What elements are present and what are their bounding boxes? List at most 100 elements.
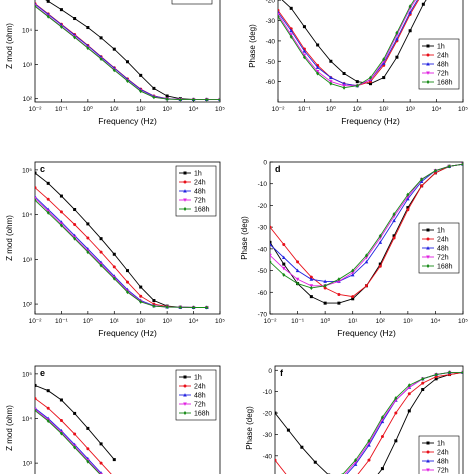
data-point-72h bbox=[407, 385, 412, 390]
data-point-48h bbox=[295, 268, 300, 273]
x-tick-label: 10⁻¹ bbox=[298, 106, 312, 113]
x-tick-label: 10⁻¹ bbox=[291, 318, 305, 325]
legend-label-72h: 72h bbox=[437, 468, 449, 474]
panel-d: 10⁻² 10⁻¹ 10⁰ 10¹ 10² 10³ 10⁴ 10⁵ 0 -10 -20 -30 -40 -… bbox=[240, 160, 468, 339]
legend-marker-168h bbox=[183, 411, 187, 415]
data-point-168h bbox=[218, 97, 220, 102]
data-point-168h bbox=[35, 198, 37, 203]
legend-label-24h: 24h bbox=[437, 450, 449, 457]
legend-label-24h: 24h bbox=[194, 180, 206, 187]
legend-marker-168h bbox=[426, 80, 430, 84]
data-point-24h bbox=[364, 284, 368, 288]
x-tick-label: 10⁴ bbox=[430, 318, 440, 325]
data-point-168h bbox=[395, 30, 399, 35]
series-line-48h bbox=[278, 0, 418, 87]
y-axis-label: Phase (deg) bbox=[240, 216, 249, 260]
data-point-48h bbox=[315, 65, 320, 69]
data-point-168h bbox=[461, 370, 463, 375]
data-point-72h bbox=[295, 277, 300, 282]
series-line-168h bbox=[35, 199, 207, 308]
data-point-168h bbox=[73, 35, 77, 40]
data-point-168h bbox=[112, 276, 116, 281]
y-tick-label: -30 bbox=[263, 432, 273, 439]
y-axis-label: Phase (deg) bbox=[248, 24, 257, 68]
data-point-168h bbox=[289, 34, 293, 39]
legend-marker-72h bbox=[183, 402, 187, 406]
data-point-168h bbox=[382, 57, 386, 62]
data-point-168h bbox=[270, 259, 272, 264]
x-tick-label: 10⁰ bbox=[320, 317, 330, 325]
legend-label-48h: 48h bbox=[437, 459, 449, 466]
data-point-1h bbox=[165, 94, 169, 98]
legend-label-72h: 72h bbox=[194, 198, 206, 205]
legend-label-1h: 1h bbox=[194, 171, 202, 178]
data-point-1h bbox=[368, 82, 372, 86]
y-tick-label: 10³ bbox=[23, 62, 33, 69]
legend-marker-72h bbox=[426, 255, 430, 259]
data-point-168h bbox=[309, 285, 313, 290]
data-point-72h bbox=[368, 78, 373, 82]
data-point-168h bbox=[152, 304, 156, 309]
data-point-1h bbox=[421, 388, 425, 392]
data-point-1h bbox=[125, 60, 129, 64]
data-point-168h bbox=[178, 305, 182, 310]
panel-label: d bbox=[275, 164, 281, 174]
data-point-1h bbox=[112, 458, 116, 462]
data-point-24h bbox=[296, 260, 300, 264]
legend-marker-24h bbox=[183, 384, 187, 388]
legend-label-48h: 48h bbox=[194, 189, 206, 196]
data-point-168h bbox=[192, 97, 196, 102]
legend-label-48h: 48h bbox=[437, 62, 449, 69]
x-tick-label: 10¹ bbox=[110, 318, 120, 325]
legend-marker-24h bbox=[426, 237, 430, 241]
data-point-48h bbox=[367, 443, 371, 447]
y-tick-label: -30 bbox=[266, 18, 276, 25]
x-tick-label: 10³ bbox=[162, 106, 172, 113]
series-line-1h bbox=[281, 0, 427, 85]
data-point-24h bbox=[270, 225, 272, 229]
data-point-1h bbox=[351, 297, 355, 301]
data-point-1h bbox=[329, 59, 333, 63]
legend-label-168h: 168h bbox=[437, 264, 453, 271]
data-point-1h bbox=[421, 2, 425, 6]
y-tick-label: -30 bbox=[258, 225, 268, 232]
series-group bbox=[278, 0, 427, 90]
data-point-168h bbox=[139, 299, 143, 304]
x-tick-label: 10³ bbox=[403, 318, 413, 325]
legend-marker-48h bbox=[426, 459, 430, 463]
data-point-48h bbox=[309, 277, 314, 281]
data-point-48h bbox=[323, 279, 327, 283]
data-point-48h bbox=[350, 273, 355, 277]
y-tick-label: 10² bbox=[23, 96, 33, 103]
data-point-48h bbox=[353, 462, 358, 466]
legend-label-72h: 72h bbox=[437, 71, 449, 78]
x-tick-label: 10² bbox=[379, 106, 389, 113]
legend-marker-1h bbox=[183, 375, 187, 379]
legend-marker-24h bbox=[426, 53, 430, 57]
panel-f: 0-10-20-30-40-50Phase (deg)f1h24h48h72h1… bbox=[245, 365, 464, 474]
legend-marker-48h bbox=[426, 246, 430, 250]
data-point-168h bbox=[282, 272, 286, 277]
data-point-1h bbox=[112, 47, 116, 51]
data-point-168h bbox=[125, 78, 129, 83]
y-tick-label: 0 bbox=[263, 160, 267, 167]
data-point-168h bbox=[448, 370, 452, 375]
data-point-24h bbox=[323, 286, 327, 290]
panel-c: 10⁻² 10⁻¹ 10⁰ 10¹ 10² 10³ 10⁴ 10⁵ 10² 10³ 10⁴ 10⁵ Fr… bbox=[5, 161, 225, 338]
y-tick-label: 10⁵ bbox=[22, 167, 32, 174]
legend-box bbox=[418, 435, 460, 474]
data-point-48h bbox=[270, 242, 272, 247]
y-tick-label: 10² bbox=[23, 302, 33, 309]
x-tick-label: 10⁴ bbox=[189, 318, 199, 325]
panel-label: c bbox=[40, 164, 45, 174]
legend-label-1h: 1h bbox=[437, 441, 445, 448]
data-point-24h bbox=[407, 392, 411, 396]
x-tick-label: 10⁵ bbox=[458, 318, 468, 325]
legend-marker-1h bbox=[426, 441, 430, 445]
data-point-1h bbox=[300, 445, 304, 449]
legend-label-1h: 1h bbox=[437, 44, 445, 51]
legend-box bbox=[171, 0, 213, 5]
x-tick-label: 10⁻¹ bbox=[55, 318, 69, 325]
